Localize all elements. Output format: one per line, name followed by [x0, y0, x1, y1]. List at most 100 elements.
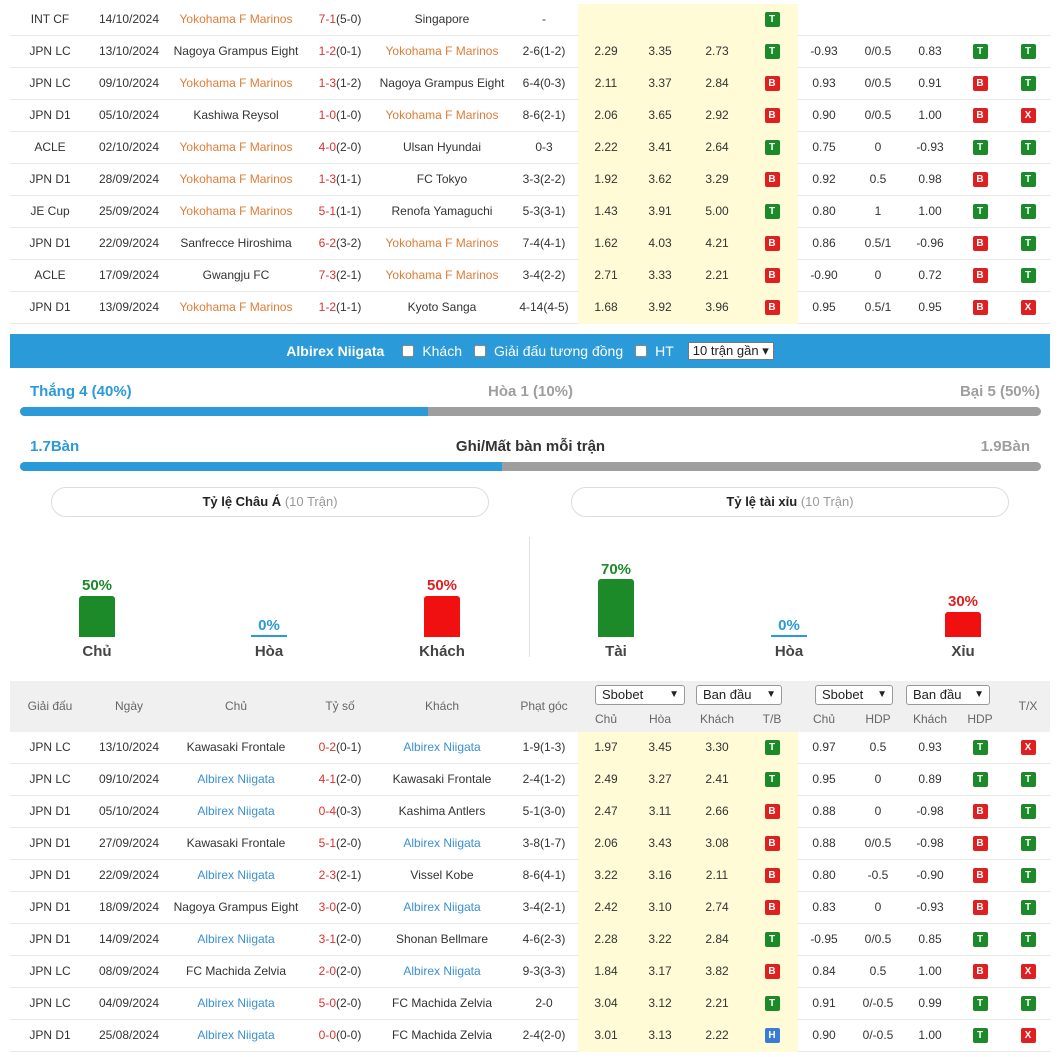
odds-draw: 3.41: [648, 140, 672, 154]
away-team-link[interactable]: Albirex Niigata: [403, 964, 481, 978]
tx-cell: T: [1006, 36, 1050, 67]
ah-away: 1.00: [918, 1028, 942, 1042]
bookmaker-select-2[interactable]: Sbobet ▼: [815, 685, 893, 705]
odds-draw: 3.27: [648, 772, 672, 786]
odds-home: 3.22: [594, 868, 618, 882]
away-team-link[interactable]: Albirex Niigata: [403, 900, 481, 914]
away-team-link[interactable]: Kashima Antlers: [398, 804, 486, 818]
score-cell: 1-2(0-1): [304, 36, 376, 67]
hdp-badge: B: [972, 172, 988, 188]
home-team-link[interactable]: Yokohama F Marinos: [179, 76, 293, 90]
tb-cell: B: [746, 164, 798, 195]
home-team-link[interactable]: Albirex Niigata: [197, 1028, 275, 1042]
tx-badge: X: [1020, 300, 1036, 316]
table-row: JPN D1 25/08/2024 Albirex Niigata 0-0(0-0) F…: [10, 1020, 1050, 1052]
ah-away: 0.99: [918, 996, 942, 1010]
ht-checkbox[interactable]: [635, 345, 648, 357]
away-team-link[interactable]: Nagoya Grampus Eight: [379, 76, 505, 90]
recent-matches-select[interactable]: 10 trận gần ▾: [687, 342, 774, 360]
tx-badge: T: [1020, 172, 1036, 188]
odds-away: 2.92: [705, 108, 729, 122]
win-rate-fill: [20, 407, 428, 416]
home-team-link[interactable]: Sanfrecce Hiroshima: [180, 236, 292, 250]
half-time-score: (2-0): [336, 964, 362, 978]
odds-type-select-1[interactable]: Ban đầu ▼: [696, 685, 782, 705]
hdp-badge: B: [972, 76, 988, 92]
asian-away-bar: [424, 596, 460, 637]
hdp-badge: B: [972, 804, 988, 820]
away-team-link[interactable]: Albirex Niigata: [403, 836, 481, 850]
away-team-link[interactable]: Yokohama F Marinos: [385, 44, 499, 58]
hdp-cell: 0: [874, 804, 882, 818]
hdp-cell: 0.5: [869, 172, 887, 186]
away-team-link[interactable]: Ulsan Hyundai: [402, 140, 482, 154]
league-cell: JPN D1: [29, 300, 71, 314]
home-team-link[interactable]: Nagoya Grampus Eight: [173, 44, 299, 58]
half-time-score: (2-1): [336, 268, 362, 282]
home-team-link[interactable]: Albirex Niigata: [197, 996, 275, 1010]
home-team-link[interactable]: Kashiwa Reysol: [193, 108, 279, 122]
date-cell: 09/10/2024: [98, 76, 160, 90]
ah-home: 0.92: [812, 172, 836, 186]
away-checkbox[interactable]: [402, 345, 415, 357]
hdp-result-cell: B: [954, 228, 1006, 259]
score-cell: 2-3(2-1): [304, 860, 376, 891]
home-team-link[interactable]: Nagoya Grampus Eight: [173, 900, 299, 914]
same-league-checkbox[interactable]: [474, 345, 487, 357]
home-team-link[interactable]: Yokohama F Marinos: [179, 172, 293, 186]
hdp-badge: B: [972, 868, 988, 884]
asian-home-pct: 50%: [81, 577, 113, 594]
tb-badge: T: [764, 932, 780, 948]
away-team-link[interactable]: Yokohama F Marinos: [385, 268, 499, 282]
odds-away: 2.73: [705, 44, 729, 58]
home-team-link[interactable]: Yokohama F Marinos: [179, 300, 293, 314]
away-team-link[interactable]: FC Tokyo: [416, 172, 468, 186]
away-team-link[interactable]: Kawasaki Frontale: [392, 772, 492, 786]
team-filter-bar: Albirex Niigata Khách Giải đấu tương đồn…: [10, 334, 1050, 368]
goals-bar: [20, 462, 1041, 471]
home-team-link[interactable]: Kawasaki Frontale: [186, 740, 286, 754]
away-team-link[interactable]: Kyoto Sanga: [407, 300, 477, 314]
home-team-link[interactable]: Albirex Niigata: [197, 932, 275, 946]
asian-away-pct: 50%: [426, 577, 458, 594]
home-team-link[interactable]: Albirex Niigata: [197, 868, 275, 882]
tx-cell: T: [1006, 132, 1050, 163]
full-time-score: 5-1: [318, 836, 336, 850]
home-team-link[interactable]: FC Machida Zelvia: [185, 964, 287, 978]
half-time-score: (1-2): [336, 76, 362, 90]
tx-cell: X: [1006, 956, 1050, 987]
home-team-link[interactable]: Yokohama F Marinos: [179, 140, 293, 154]
odds-draw: 4.03: [648, 236, 672, 250]
home-team-link[interactable]: Gwangju FC: [202, 268, 270, 282]
bookmaker-select-1[interactable]: Sbobet ▼: [595, 685, 685, 705]
league-cell: JPN D1: [29, 108, 71, 122]
away-team-link[interactable]: Renofa Yamaguchi: [391, 204, 493, 218]
tx-cell: T: [1006, 228, 1050, 259]
odds-home: 1.43: [594, 204, 618, 218]
away-team-link[interactable]: Yokohama F Marinos: [385, 108, 499, 122]
corner-cell: 5-3(3-1): [522, 204, 566, 218]
odds-home: 2.28: [594, 932, 618, 946]
away-team-link[interactable]: Yokohama F Marinos: [385, 236, 499, 250]
away-team-link[interactable]: FC Machida Zelvia: [391, 996, 493, 1010]
odds-draw: [634, 4, 686, 35]
home-team-link[interactable]: Yokohama F Marinos: [179, 204, 293, 218]
home-team-link[interactable]: Albirex Niigata: [197, 772, 275, 786]
home-team-link[interactable]: Yokohama F Marinos: [179, 12, 293, 26]
col-hdp-result: HDP: [967, 712, 993, 726]
table-row: JPN LC 09/10/2024 Albirex Niigata 4-1(2-0) K…: [10, 764, 1050, 796]
away-team-link[interactable]: Albirex Niigata: [403, 740, 481, 754]
league-cell: JPN D1: [29, 804, 71, 818]
away-team-link[interactable]: Shonan Bellmare: [395, 932, 489, 946]
home-team-link[interactable]: Kawasaki Frontale: [186, 836, 286, 850]
table-row: ACLE 17/09/2024 Gwangju FC 7-3(2-1) Yokohama…: [10, 260, 1050, 292]
odds-type-select-2[interactable]: Ban đầu ▼: [906, 685, 990, 705]
ah-home: 0.80: [812, 868, 836, 882]
away-team-link[interactable]: FC Machida Zelvia: [391, 1028, 493, 1042]
away-team-link[interactable]: Vissel Kobe: [410, 868, 474, 882]
ah-home: 0.80: [812, 204, 836, 218]
col-home: Chủ: [224, 699, 247, 713]
home-team-link[interactable]: Albirex Niigata: [197, 804, 275, 818]
away-team-link[interactable]: Singapore: [414, 12, 470, 26]
odds-away: 2.74: [705, 900, 729, 914]
